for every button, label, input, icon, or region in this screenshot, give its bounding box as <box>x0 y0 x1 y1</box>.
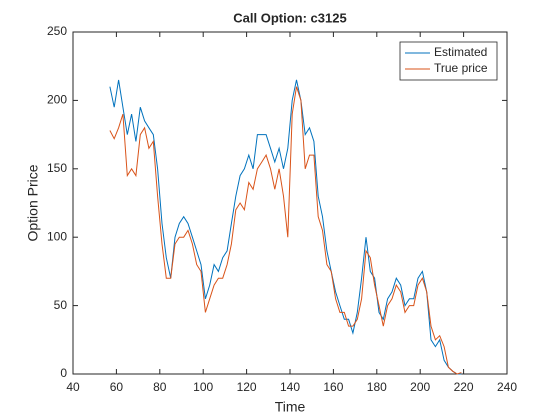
legend-box <box>399 41 498 81</box>
x-tick-label: 160 <box>323 380 343 394</box>
y-tick-label: 250 <box>47 24 67 38</box>
y-tick-label: 50 <box>54 298 68 312</box>
legend-label: True price <box>434 61 488 75</box>
y-tick-label: 150 <box>47 161 67 175</box>
data-line <box>109 86 462 375</box>
x-axis-label: Time <box>275 399 306 415</box>
data-line <box>109 79 462 375</box>
plot-frame <box>72 31 508 375</box>
y-tick-label: 200 <box>47 93 67 107</box>
y-axis-label: Option Price <box>25 164 41 241</box>
y-tick-label: 0 <box>60 366 67 380</box>
x-tick-label: 240 <box>497 380 517 394</box>
y-tick-label: 100 <box>47 229 67 243</box>
x-tick-label: 80 <box>153 380 167 394</box>
x-tick-label: 120 <box>237 380 257 394</box>
x-tick-label: 200 <box>410 380 430 394</box>
x-tick-label: 100 <box>193 380 213 394</box>
chart-title: Call Option: c3125 <box>233 10 346 25</box>
x-tick-label: 180 <box>367 380 387 394</box>
legend-label: Estimated <box>434 45 487 59</box>
x-tick-label: 140 <box>280 380 300 394</box>
x-tick-label: 40 <box>66 380 80 394</box>
x-tick-label: 60 <box>110 380 124 394</box>
x-tick-label: 220 <box>454 380 474 394</box>
